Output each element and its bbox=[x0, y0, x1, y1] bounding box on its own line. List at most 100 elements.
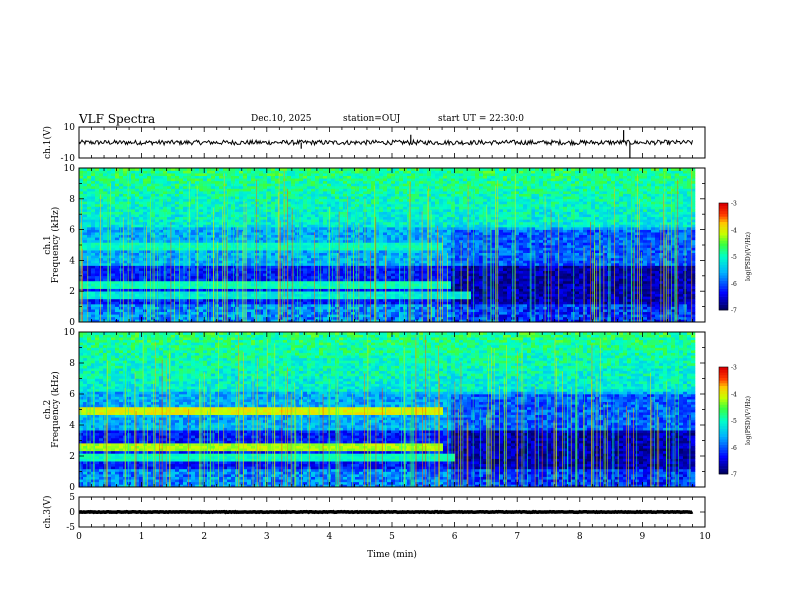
spectrum-cell bbox=[239, 304, 244, 307]
spectrum-cell bbox=[279, 245, 284, 248]
spectrum-cell bbox=[331, 311, 336, 315]
spectrum-cell bbox=[387, 265, 392, 269]
spectrum-cell bbox=[355, 273, 360, 277]
spectrum-cell bbox=[395, 296, 400, 300]
spectrum-cell bbox=[199, 185, 204, 189]
spectrum-cell bbox=[367, 185, 372, 189]
spectrum-cell bbox=[399, 319, 404, 323]
spectrum-cell bbox=[79, 209, 84, 212]
spectrum-cell bbox=[339, 196, 344, 200]
spectrum-cell bbox=[191, 250, 196, 253]
spectrum-cell bbox=[119, 206, 124, 210]
spectrum-cell bbox=[103, 268, 108, 271]
spectrum-cell bbox=[119, 278, 124, 282]
spectrum-cell bbox=[375, 185, 380, 189]
spectrum-cell bbox=[103, 221, 108, 225]
spectrum-cell bbox=[359, 173, 364, 176]
spectrum-cell bbox=[195, 173, 200, 176]
spectrum-cell bbox=[303, 316, 308, 320]
spectrum-cell bbox=[263, 260, 268, 264]
spectrum-cell bbox=[235, 280, 240, 284]
spectrum-cell bbox=[215, 203, 220, 207]
spectrum-cell bbox=[243, 180, 248, 184]
spectrum-cell bbox=[139, 262, 144, 266]
spectrum-cell bbox=[319, 193, 324, 197]
spectrum-cell bbox=[167, 188, 172, 192]
spectrum-cell bbox=[311, 175, 316, 179]
spectrum-cell bbox=[131, 239, 136, 243]
spectrum-cell bbox=[199, 201, 204, 205]
spectrum-cell bbox=[107, 221, 112, 225]
spectrum-cell bbox=[107, 250, 112, 253]
spectrum-cell bbox=[219, 206, 224, 210]
spectrum-cell bbox=[83, 268, 88, 271]
spectrum-cell bbox=[371, 286, 376, 289]
spectrum-cell bbox=[367, 168, 372, 171]
spectrum-cell bbox=[155, 278, 160, 282]
spectrum-cell bbox=[387, 273, 392, 277]
spectrum-cell bbox=[111, 268, 116, 271]
spectrum-cell bbox=[119, 280, 124, 284]
spectrum-cell bbox=[311, 257, 316, 261]
spectrum-cell bbox=[395, 198, 400, 202]
spectrum-cell bbox=[107, 291, 112, 295]
spectrum-cell bbox=[331, 316, 336, 320]
spectrum-cell bbox=[131, 304, 136, 307]
spectrum-cell bbox=[399, 280, 404, 284]
spectrum-cell bbox=[283, 229, 288, 233]
spectrum-cell bbox=[319, 311, 324, 315]
spectrum-cell bbox=[399, 191, 404, 194]
spectrum-cell bbox=[243, 283, 248, 287]
spectrum-cell bbox=[395, 216, 400, 220]
spectrum-cell bbox=[203, 239, 208, 243]
spectrum-cell bbox=[395, 268, 400, 271]
spectrum-cell bbox=[219, 209, 224, 212]
spectrum-cell bbox=[223, 175, 228, 179]
spectrum-cell bbox=[155, 214, 160, 218]
spectrum-cell bbox=[107, 252, 112, 256]
spectrum-cell bbox=[199, 268, 204, 271]
spectrum-cell bbox=[123, 196, 128, 200]
spectrum-cell bbox=[347, 224, 352, 228]
spectrum-cell bbox=[391, 296, 396, 300]
spectrum-cell bbox=[183, 273, 188, 277]
spectrum-cell bbox=[339, 293, 344, 297]
spectrum-cell bbox=[99, 170, 104, 174]
spectrum-cell bbox=[267, 296, 272, 300]
spectrum-cell bbox=[319, 214, 324, 218]
spectrum-cell bbox=[99, 214, 104, 218]
spectrum-cell bbox=[79, 168, 84, 171]
spectrum-cell bbox=[299, 209, 304, 212]
spectrum-cell bbox=[319, 296, 324, 300]
spectrum-cell bbox=[367, 224, 372, 228]
spectrum-cell bbox=[107, 286, 112, 289]
spectrum-cell bbox=[379, 185, 384, 189]
spectrum-cell bbox=[127, 178, 132, 182]
spectrum-cell bbox=[331, 203, 336, 207]
spectrum-cell bbox=[387, 183, 392, 187]
spectrum-cell bbox=[95, 229, 100, 233]
spectrum-cell bbox=[375, 265, 380, 269]
spectrum-cell bbox=[255, 216, 260, 220]
spectrum-cell bbox=[259, 178, 264, 182]
spectrum-cell bbox=[315, 173, 320, 176]
spectrum-cell bbox=[331, 168, 336, 171]
spectrum-cell bbox=[323, 198, 328, 202]
spectrum-cell bbox=[91, 306, 96, 310]
spectrum-cell bbox=[391, 316, 396, 320]
spectrum-cell bbox=[167, 296, 172, 300]
spectrum-cell bbox=[127, 291, 132, 295]
spectrum-cell bbox=[391, 306, 396, 310]
spectrum-cell bbox=[375, 175, 380, 179]
spectrum-cell bbox=[299, 293, 304, 297]
spectrum-cell bbox=[235, 188, 240, 192]
spectrum-cell bbox=[355, 170, 360, 174]
spectrum-cell bbox=[99, 242, 104, 246]
spectrum-cell bbox=[255, 260, 260, 264]
spectrum-cell bbox=[387, 196, 392, 200]
spectrum-cell bbox=[119, 257, 124, 261]
spectrum-cell bbox=[315, 278, 320, 282]
spectrum-cell bbox=[191, 260, 196, 264]
spectrum-cell bbox=[179, 168, 184, 171]
spectrum-cell bbox=[139, 203, 144, 207]
